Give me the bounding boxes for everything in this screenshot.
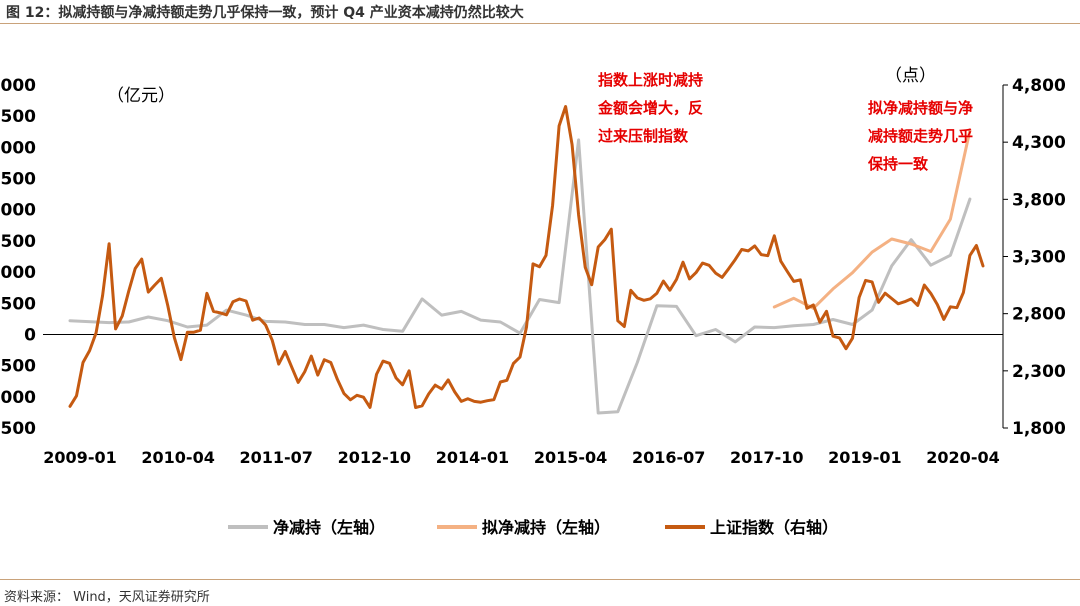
legend-label: 上证指数（右轴） — [710, 518, 838, 537]
figure-title: 图 12：拟减持额与净减持额走势几乎保持一致，预计 Q4 产业资本减持仍然比较大 — [6, 5, 524, 21]
annotation-line: 指数上涨时减持 — [598, 71, 703, 89]
title-divider — [0, 23, 1080, 24]
right-tick-label: 3,800 — [1012, 190, 1066, 210]
legend-item-planned: 拟净减持（左轴） — [437, 518, 610, 537]
x-tick-label: 2009-01 — [43, 448, 116, 467]
left-tick-label: 0 — [24, 325, 36, 345]
left-unit-label: （亿元） — [107, 86, 175, 106]
x-tick-label: 2020-04 — [926, 448, 999, 467]
x-tick-label: 2012-10 — [338, 448, 411, 467]
left-tick-label: 2500 — [0, 170, 36, 190]
index-series-line — [68, 105, 985, 409]
right-tick-label: 3,300 — [1012, 248, 1066, 268]
left-tick-label: -1500 — [0, 419, 36, 439]
x-tick-label: 2016-07 — [632, 448, 705, 467]
annotation-line: 过来压制指数 — [598, 127, 689, 145]
left-tick-label: 3000 — [0, 138, 36, 158]
x-tick-label: 2014-01 — [436, 448, 509, 467]
x-tick-label: 2017-10 — [730, 448, 803, 467]
legend-item-net: 净减持（左轴） — [228, 518, 385, 537]
left-tick-label: 500 — [1, 294, 37, 314]
source-note: 资料来源： Wind，天风证券研究所 — [4, 590, 210, 605]
right-tick-label: 4,300 — [1012, 133, 1066, 153]
dual-axis-line-chart: 4000 3500 3000 2500 2000 1500 1000 500 0 -500 -100… — [0, 66, 1066, 537]
right-tick-label: 2,800 — [1012, 305, 1066, 325]
left-tick-label: -500 — [0, 357, 36, 377]
x-tick-label: 2015-04 — [534, 448, 607, 467]
annotation-line: 保持一致 — [867, 155, 929, 173]
legend-label: 净减持（左轴） — [273, 518, 385, 537]
annotation-line: 金额会增大，反 — [597, 99, 703, 117]
left-tick-label: -1000 — [0, 388, 36, 408]
x-tick-label: 2011-07 — [240, 448, 313, 467]
legend-label: 拟净减持（左轴） — [482, 518, 610, 537]
net-series-line — [68, 138, 972, 415]
x-tick-label: 2010-04 — [141, 448, 214, 467]
right-tick-label: 1,800 — [1012, 419, 1066, 439]
x-tick-label: 2019-01 — [828, 448, 901, 467]
left-tick-label: 1000 — [0, 263, 36, 283]
left-tick-label: 1500 — [0, 232, 36, 252]
legend-item-index: 上证指数（右轴） — [665, 518, 838, 537]
annotation-line: 减持额走势几乎 — [868, 127, 973, 145]
right-unit-label: （点） — [885, 66, 936, 86]
right-tick-label: 2,300 — [1012, 362, 1066, 382]
right-tick-label: 4,800 — [1012, 76, 1066, 96]
left-tick-label: 4000 — [0, 76, 36, 96]
source-divider — [0, 579, 1080, 580]
left-tick-label: 2000 — [0, 201, 36, 221]
annotation-line: 拟净减持额与净 — [868, 99, 973, 117]
left-tick-label: 3500 — [0, 107, 36, 127]
